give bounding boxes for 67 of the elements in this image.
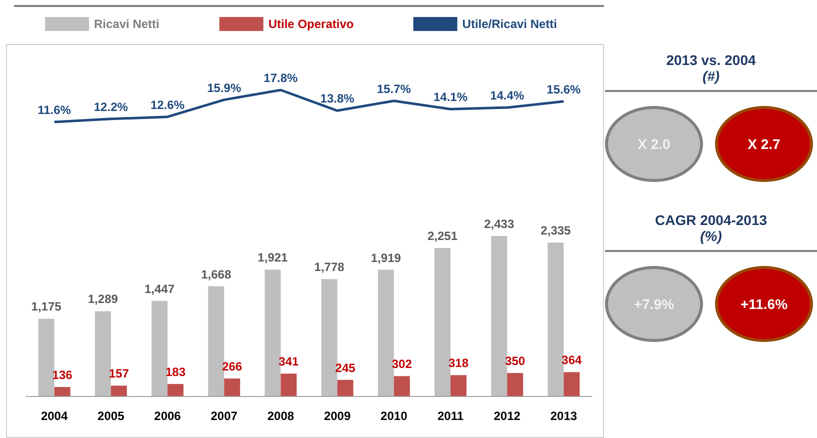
x-tick-label: 2005	[98, 409, 125, 423]
legend-label: Ricavi Netti	[94, 17, 160, 31]
x-tick-label: 2009	[324, 409, 351, 423]
x-tick-label: 2007	[210, 409, 238, 423]
legend-label: Utile Operativo	[268, 17, 354, 31]
bar	[54, 387, 70, 396]
data-label: 183	[165, 364, 186, 379]
data-label: 12.2%	[94, 100, 128, 114]
data-label: 266	[222, 360, 242, 374]
bar	[38, 318, 54, 396]
data-label: 245	[335, 360, 356, 375]
bar	[208, 286, 224, 396]
bar	[264, 270, 281, 396]
bar	[337, 380, 354, 396]
bar	[321, 279, 338, 396]
data-label: 1,289	[88, 292, 118, 306]
data-label: 13.8%	[320, 92, 355, 106]
legend-label: Utile/Ricavi Netti	[462, 17, 558, 31]
text: CAGR 2004-2013	[654, 212, 768, 228]
data-label: 318	[448, 356, 469, 370]
text: 2013 vs. 2004	[665, 52, 757, 68]
data-label: 364	[562, 353, 582, 368]
data-label: 157	[108, 366, 130, 381]
data-label: 1,175	[31, 300, 62, 314]
x-tick-label: 2013	[550, 409, 578, 423]
data-label: 11.6%	[38, 103, 72, 117]
bar	[548, 242, 564, 396]
data-label: 15.7%	[376, 82, 412, 96]
bar	[450, 375, 466, 396]
data-label: 302	[392, 357, 412, 372]
data-label: 14.4%	[490, 88, 524, 103]
bar	[280, 374, 297, 396]
data-label: 350	[505, 354, 526, 368]
x-tick-label: 2012	[494, 409, 521, 423]
data-label: 2,335	[540, 223, 572, 238]
bar	[378, 270, 394, 396]
data-label: 12.6%	[150, 98, 185, 112]
text: (#)	[701, 68, 721, 84]
x-tick-label: 2010	[380, 409, 408, 423]
text: (%)	[699, 228, 723, 244]
bar	[491, 236, 508, 396]
data-label: 2,433	[484, 217, 514, 231]
bar	[168, 384, 184, 396]
data-label: 1,778	[314, 260, 345, 274]
bar	[434, 248, 450, 396]
bar	[152, 300, 168, 396]
x-tick-label: 2008	[267, 409, 294, 423]
data-label: 2,251	[427, 228, 458, 243]
x-tick-label: 2006	[154, 409, 182, 423]
bar	[94, 311, 111, 396]
data-label: 1,447	[144, 282, 175, 296]
data-label: 1,919	[370, 250, 402, 265]
data-label: 341	[278, 354, 300, 369]
data-label: 1,668	[201, 267, 232, 282]
data-label: 136	[52, 368, 73, 382]
data-label: 15.6%	[546, 82, 582, 96]
data-label: 17.8%	[264, 71, 298, 85]
bar	[110, 386, 127, 396]
data-label: 15.9%	[207, 80, 242, 95]
bar	[224, 378, 240, 396]
bar	[507, 372, 524, 396]
bar	[394, 376, 410, 396]
x-tick-label: 2011	[437, 409, 464, 423]
data-label: 14.1%	[433, 90, 468, 104]
x-tick-label: 2004	[40, 409, 68, 423]
data-label: 1,921	[258, 250, 288, 265]
bar	[564, 372, 580, 396]
